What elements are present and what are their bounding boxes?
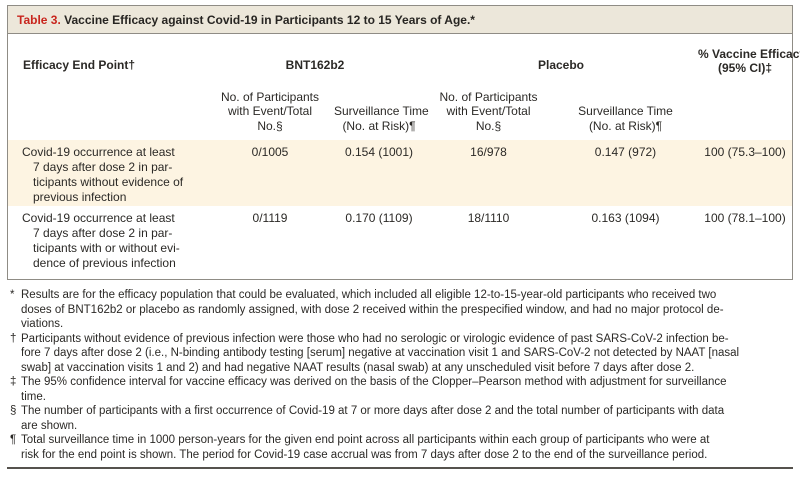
table-title-bar: Table 3. Vaccine Efficacy against Covid-…: [8, 6, 792, 34]
subheader-placebo-events: No. of Participants with Event/Total No.…: [439, 89, 538, 133]
footnote-symbol: §: [10, 405, 17, 417]
endpoint-cell: Covid-19 occurrence at least 7 days afte…: [8, 140, 206, 206]
subheader-placebo-surveillance: Surveillance Time (No. at Risk)¶: [578, 104, 673, 133]
table-container: Table 3. Vaccine Efficacy against Covid-…: [7, 5, 800, 280]
footnote-asterisk: * Results are for the efficacy populatio…: [10, 288, 800, 332]
subheader-efficacy-spacer: [698, 79, 792, 140]
subheader-bnt-events: No. of Participants with Event/Total No.…: [220, 89, 320, 133]
footnote-symbol: ¶: [10, 434, 17, 446]
table-title-text: Vaccine Efficacy against Covid-19 in Par…: [60, 13, 475, 27]
placebo-surveillance-cell: 0.163 (1094): [591, 211, 660, 225]
subheader-spacer: [8, 79, 206, 140]
table-number-label: Table 3.: [17, 13, 61, 27]
efficacy-table: Efficacy End Point† BNT162b2 Placebo % V…: [8, 34, 800, 279]
column-header-vaccine-efficacy: % Vaccine Efficacy (95% CI)‡: [698, 47, 800, 75]
bnt-surveillance-cell: 0.170 (1109): [345, 211, 413, 225]
footnote-symbol: ‡: [10, 376, 17, 388]
page: Table 3. Vaccine Efficacy against Covid-…: [7, 5, 800, 469]
footnote-symbol: *: [10, 289, 15, 301]
table-row: Covid-19 occurrence at least 7 days afte…: [8, 206, 792, 279]
placebo-events-cell: 18/1110: [467, 211, 510, 225]
column-group-bnt162b2: BNT162b2: [285, 57, 345, 72]
endpoint-label: Covid-19 occurrence at least 7 days afte…: [22, 211, 180, 270]
footnote-text: The number of participants with a first …: [21, 405, 725, 432]
footnote-text: Participants without evidence of previou…: [21, 332, 740, 374]
footnote-symbol: †: [10, 332, 17, 345]
placebo-events-cell: 16/978: [470, 145, 507, 159]
footnote-pilcrow: ¶ Total surveillance time in 1000 person…: [10, 433, 800, 462]
table-sub-header-row: No. of Participants with Event/Total No.…: [8, 79, 792, 140]
footnote-text: Total surveillance time in 1000 person-y…: [21, 434, 710, 461]
bottom-rule: [7, 467, 793, 469]
efficacy-cell: 100 (78.1–100): [704, 211, 786, 225]
table-row: Covid-19 occurrence at least 7 days afte…: [8, 140, 792, 206]
footnote-dagger: † Participants without evidence of previ…: [10, 332, 800, 376]
placebo-surveillance-cell: 0.147 (972): [594, 145, 657, 159]
endpoint-cell: Covid-19 occurrence at least 7 days afte…: [8, 206, 206, 279]
bnt-events-cell: 0/1119: [252, 211, 288, 225]
column-group-placebo: Placebo: [537, 57, 585, 72]
table-group-header-row: Efficacy End Point† BNT162b2 Placebo % V…: [8, 34, 800, 79]
bnt-surveillance-cell: 0.154 (1001): [344, 145, 414, 159]
subheader-bnt-surveillance: Surveillance Time (No. at Risk)¶: [334, 104, 429, 133]
footnote-section: § The number of participants with a firs…: [10, 404, 800, 433]
footnote-text: Results are for the efficacy population …: [21, 289, 724, 330]
bnt-events-cell: 0/1005: [251, 145, 289, 159]
endpoint-label: Covid-19 occurrence at least 7 days afte…: [22, 145, 184, 204]
column-header-endpoint: Efficacy End Point†: [23, 57, 136, 72]
footnote-text: The 95% confidence interval for vaccine …: [21, 376, 727, 403]
footnotes: * Results are for the efficacy populatio…: [10, 288, 800, 462]
efficacy-cell: 100 (75.3–100): [704, 145, 786, 159]
footnote-double-dagger: ‡ The 95% confidence interval for vaccin…: [10, 375, 800, 404]
